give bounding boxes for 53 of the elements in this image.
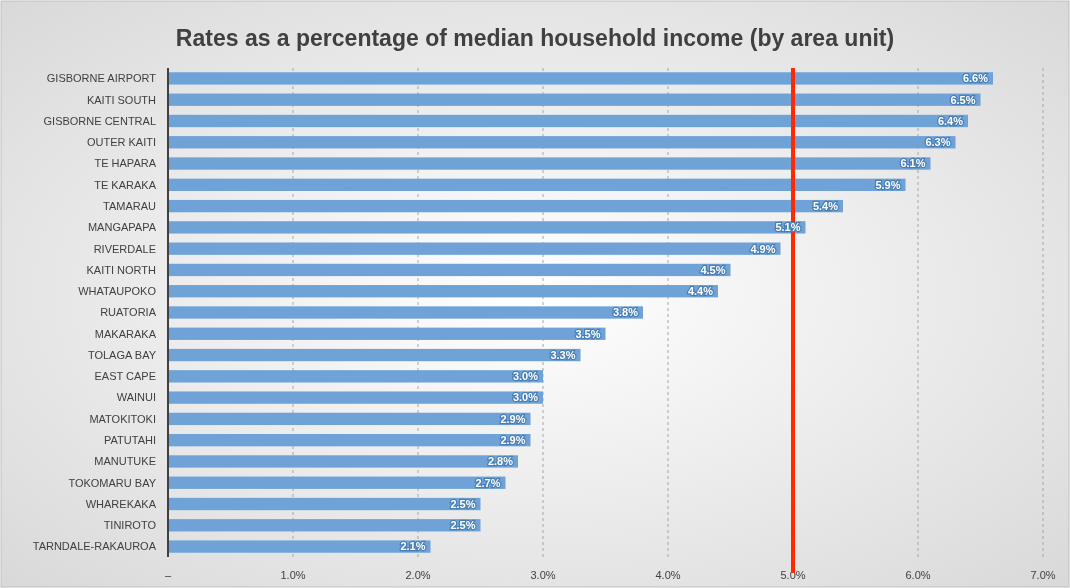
y-tick-label: GISBORNE CENTRAL bbox=[43, 114, 156, 127]
y-tick-label: TOLAGA BAY bbox=[87, 348, 157, 361]
y-tick-label: TOKOMARU BAY bbox=[68, 476, 157, 489]
data-label: 2.7% bbox=[475, 476, 501, 489]
y-tick-label: TE KARAKA bbox=[94, 178, 157, 191]
y-tick-label: WHAREKAKA bbox=[85, 497, 157, 510]
y-tick-label: EAST CAPE bbox=[94, 370, 156, 383]
y-tick-label: TE HAPARA bbox=[94, 157, 157, 170]
y-tick-label: TINIROTO bbox=[103, 519, 157, 532]
data-label: 2.8% bbox=[487, 455, 514, 468]
data-label: 2.1% bbox=[400, 540, 426, 553]
data-label: 5.4% bbox=[812, 199, 839, 212]
y-tick-label: WAINUI bbox=[116, 391, 156, 404]
data-label: 4.4% bbox=[687, 285, 714, 298]
data-label: 6.4% bbox=[937, 114, 964, 127]
y-tick-label: KAITI SOUTH bbox=[86, 93, 157, 106]
x-tick-label: 2.0% bbox=[405, 569, 431, 581]
y-tick-label: PATUTAHI bbox=[104, 434, 156, 447]
data-label: 2.5% bbox=[450, 519, 476, 532]
data-label: 6.6% bbox=[962, 72, 989, 85]
data-label: 5.9% bbox=[875, 178, 901, 191]
x-tick-label: 4.0% bbox=[655, 569, 681, 581]
y-tick-label: OUTER KAITI bbox=[86, 136, 156, 149]
data-label: 2.9% bbox=[500, 434, 526, 447]
y-tick-label: GISBORNE AIRPORT bbox=[46, 72, 157, 85]
y-tick-label: WHATAUPOKO bbox=[78, 285, 157, 298]
data-label: 3.0% bbox=[512, 370, 539, 383]
data-label: 2.5% bbox=[450, 497, 476, 510]
chart-title: Rates as a percentage of median household income (by area unit) bbox=[175, 25, 895, 51]
y-tick-label: RIVERDALE bbox=[93, 242, 156, 255]
x-tick-label: 1.0% bbox=[280, 569, 306, 581]
y-tick-label: RUATORIA bbox=[100, 306, 157, 319]
data-label: 3.0% bbox=[512, 391, 539, 404]
data-label: 3.5% bbox=[575, 327, 601, 340]
y-tick-label: MANGAPAPA bbox=[87, 221, 157, 234]
y-tick-label: MAKARAKA bbox=[94, 327, 157, 340]
y-tick-label: MATOKITOKI bbox=[89, 412, 156, 425]
x-tick-label: 7.0% bbox=[1030, 569, 1056, 581]
x-tick-label: 3.0% bbox=[530, 569, 556, 581]
data-label: 2.9% bbox=[500, 412, 526, 425]
data-label: 6.3% bbox=[925, 136, 951, 149]
data-label: 3.3% bbox=[550, 348, 576, 361]
x-tick-label: – bbox=[164, 569, 172, 581]
x-tick-label: 6.0% bbox=[905, 569, 931, 581]
data-label: 3.8% bbox=[612, 306, 639, 319]
data-label: 6.5% bbox=[950, 93, 976, 106]
y-tick-label: TAMARAU bbox=[103, 199, 157, 212]
data-label: 6.1% bbox=[900, 157, 926, 170]
y-tick-label: MANUTUKE bbox=[94, 455, 156, 468]
data-label: 4.5% bbox=[700, 263, 726, 276]
y-tick-label: TARNDALE-RAKAUROA bbox=[32, 540, 157, 553]
y-tick-label: KAITI NORTH bbox=[86, 263, 157, 276]
data-label: 4.9% bbox=[750, 242, 776, 255]
